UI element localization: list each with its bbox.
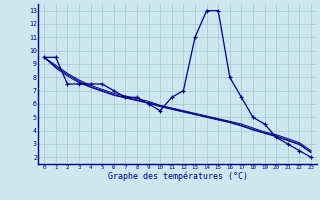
X-axis label: Graphe des températures (°C): Graphe des températures (°C)	[108, 172, 248, 181]
